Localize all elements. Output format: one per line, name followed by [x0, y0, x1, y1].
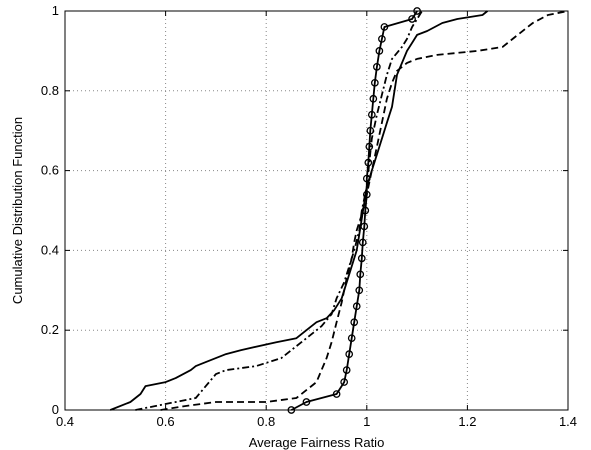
series-4-point	[373, 63, 381, 71]
series-4-point	[380, 23, 389, 31]
series-4-point	[356, 270, 365, 279]
y-axis-label: Cumulative Distribution Function	[10, 117, 25, 304]
series-4-point	[360, 222, 369, 231]
series-4-point	[355, 286, 364, 295]
series-4-point	[367, 110, 376, 119]
series-4-point	[370, 78, 379, 87]
y-tick-label: 0.8	[41, 83, 59, 98]
x-tick-label: 1.2	[458, 414, 476, 429]
y-tick-label: 0.2	[41, 322, 59, 337]
series-4-point	[365, 142, 374, 151]
grid	[65, 11, 568, 410]
series-4	[287, 7, 421, 414]
series-1	[109, 10, 489, 411]
y-tick-label: 0	[52, 402, 59, 417]
ticks: 0.4 0.6 0.8 1 1.2 1.4 0 0.2 0.4 0.6 0.8 1	[41, 3, 577, 429]
series-1-line	[109, 10, 489, 411]
series-4-point	[361, 206, 370, 215]
x-tick-label: 0.6	[157, 414, 175, 429]
series-4-point	[357, 254, 366, 263]
series-4-point	[369, 94, 378, 103]
series-4-point	[350, 318, 359, 327]
series-4-line	[290, 10, 418, 411]
series-2-line	[160, 10, 569, 411]
series-4-point	[345, 350, 354, 358]
series-4-point	[366, 126, 375, 135]
y-tick-label: 0.6	[41, 163, 59, 178]
x-tick-label: 0.4	[56, 414, 74, 429]
x-axis-label: Average Fairness Ratio	[249, 435, 385, 450]
x-tick-label: 1.4	[559, 414, 577, 429]
series-4-point	[375, 47, 384, 55]
series-4-point	[352, 302, 361, 311]
x-tick-label: 0.8	[257, 414, 275, 429]
series-4-point	[342, 366, 351, 374]
y-tick-label: 0.4	[41, 242, 59, 257]
series-group	[109, 7, 569, 414]
y-tick-label: 1	[52, 3, 59, 18]
series-2	[160, 10, 569, 411]
series-4-point	[302, 398, 311, 406]
series-3	[135, 10, 423, 411]
plot-frame	[64, 10, 569, 411]
series-4-point	[408, 15, 416, 23]
series-4-point	[378, 35, 386, 43]
series-4-point	[362, 174, 371, 183]
series-4-point	[340, 378, 349, 386]
series-4-point	[358, 238, 367, 247]
series-4-point	[347, 334, 356, 343]
series-4-point	[364, 158, 373, 167]
series-4-point	[332, 390, 341, 398]
series-4-point	[362, 190, 371, 199]
x-tick-label: 1	[363, 414, 370, 429]
series-3-line	[135, 10, 423, 411]
